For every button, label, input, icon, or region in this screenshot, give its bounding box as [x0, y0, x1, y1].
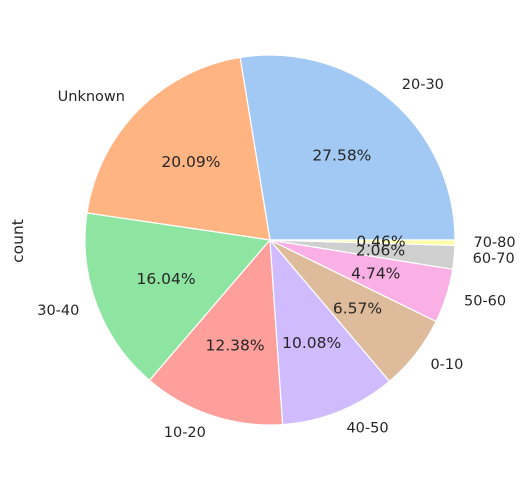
pie-slice-40-50 [269, 239, 391, 426]
percent-label: 27.58% [312, 146, 371, 164]
category-label: 50-60 [464, 294, 506, 310]
percent-label: 20.09% [161, 153, 220, 171]
category-label: Unknown [58, 89, 125, 105]
percent-label: 16.04% [136, 270, 195, 288]
category-label: 70-80 [473, 235, 515, 251]
pie-slice-10-20 [148, 239, 284, 426]
pie-slice-70-80 [269, 239, 456, 246]
category-label: 10-20 [164, 425, 206, 441]
category-label: 20-30 [402, 77, 444, 93]
percent-labels: 27.58% 20.09% 16.04% 12.38% 10.08% 6.57% 4.74%… [136, 146, 405, 354]
pie-slice-20-30 [239, 54, 456, 241]
percent-label: 2.06% [356, 241, 405, 259]
category-labels: 20-30 Unknown 30-40 10-20 40-50 0-10 50-60 60-7… [37, 77, 515, 441]
y-axis-label: count [9, 219, 27, 263]
pie-slices [84, 54, 456, 426]
percent-label: 10.08% [282, 334, 341, 352]
percent-label: 0.46% [356, 233, 405, 251]
category-label: 30-40 [37, 303, 79, 319]
pie-slice-30-40 [84, 212, 271, 381]
category-label: 0-10 [430, 357, 463, 373]
category-label: 40-50 [346, 421, 388, 437]
pie-slice-unknown [86, 56, 271, 241]
percent-label: 4.74% [351, 265, 400, 283]
percent-label: 12.38% [205, 336, 264, 354]
percent-label: 6.57% [333, 299, 382, 317]
category-label: 60-70 [473, 251, 515, 267]
